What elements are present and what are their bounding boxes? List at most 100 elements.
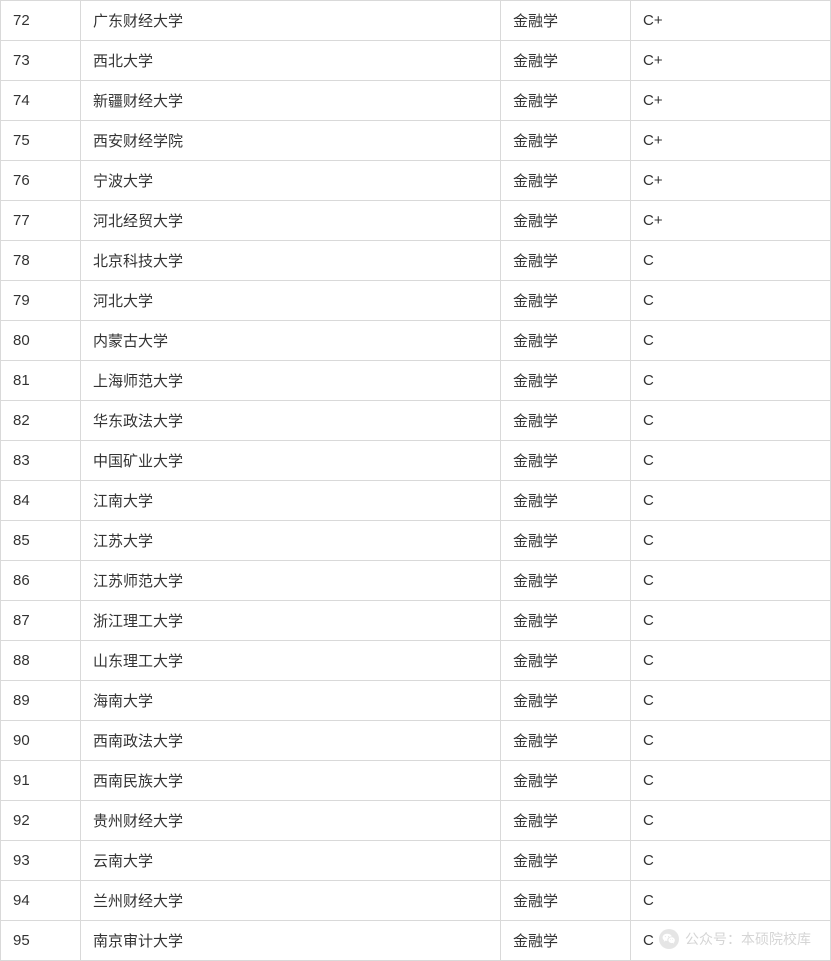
table-row: 80内蒙古大学金融学C	[1, 321, 831, 361]
rank-cell: 86	[1, 561, 81, 601]
table-row: 87浙江理工大学金融学C	[1, 601, 831, 641]
rank-cell: 84	[1, 481, 81, 521]
university-cell: 华东政法大学	[81, 401, 501, 441]
rank-cell: 74	[1, 81, 81, 121]
table-row: 79河北大学金融学C	[1, 281, 831, 321]
major-cell: 金融学	[501, 681, 631, 721]
grade-cell: C	[631, 441, 831, 481]
rank-cell: 91	[1, 761, 81, 801]
grade-cell: C	[631, 321, 831, 361]
watermark: 公众号：本硕院校库	[659, 929, 811, 949]
rank-cell: 93	[1, 841, 81, 881]
table-row: 94兰州财经大学金融学C	[1, 881, 831, 921]
major-cell: 金融学	[501, 201, 631, 241]
table-row: 73西北大学金融学C+	[1, 41, 831, 81]
university-cell: 西南政法大学	[81, 721, 501, 761]
grade-cell: C	[631, 481, 831, 521]
rank-cell: 81	[1, 361, 81, 401]
university-cell: 北京科技大学	[81, 241, 501, 281]
table-row: 84江南大学金融学C	[1, 481, 831, 521]
university-cell: 江南大学	[81, 481, 501, 521]
table-row: 74新疆财经大学金融学C+	[1, 81, 831, 121]
major-cell: 金融学	[501, 81, 631, 121]
table-row: 76宁波大学金融学C+	[1, 161, 831, 201]
grade-cell: C+	[631, 201, 831, 241]
major-cell: 金融学	[501, 401, 631, 441]
university-cell: 中国矿业大学	[81, 441, 501, 481]
table-row: 83中国矿业大学金融学C	[1, 441, 831, 481]
table-row: 77河北经贸大学金融学C+	[1, 201, 831, 241]
table-row: 93云南大学金融学C	[1, 841, 831, 881]
table-row: 91西南民族大学金融学C	[1, 761, 831, 801]
grade-cell: C+	[631, 121, 831, 161]
major-cell: 金融学	[501, 121, 631, 161]
major-cell: 金融学	[501, 841, 631, 881]
university-cell: 河北大学	[81, 281, 501, 321]
rank-cell: 82	[1, 401, 81, 441]
university-cell: 江苏师范大学	[81, 561, 501, 601]
university-cell: 贵州财经大学	[81, 801, 501, 841]
rank-cell: 83	[1, 441, 81, 481]
university-cell: 江苏大学	[81, 521, 501, 561]
grade-cell: C+	[631, 161, 831, 201]
grade-cell: C	[631, 801, 831, 841]
grade-cell: C	[631, 681, 831, 721]
rank-cell: 87	[1, 601, 81, 641]
rank-cell: 80	[1, 321, 81, 361]
university-cell: 新疆财经大学	[81, 81, 501, 121]
major-cell: 金融学	[501, 361, 631, 401]
table-row: 89海南大学金融学C	[1, 681, 831, 721]
grade-cell: C+	[631, 1, 831, 41]
rank-cell: 78	[1, 241, 81, 281]
table-row: 72广东财经大学金融学C+	[1, 1, 831, 41]
university-cell: 上海师范大学	[81, 361, 501, 401]
major-cell: 金融学	[501, 601, 631, 641]
grade-cell: C+	[631, 81, 831, 121]
major-cell: 金融学	[501, 721, 631, 761]
major-cell: 金融学	[501, 41, 631, 81]
table-row: 75西安财经学院金融学C+	[1, 121, 831, 161]
university-cell: 内蒙古大学	[81, 321, 501, 361]
table-row: 92贵州财经大学金融学C	[1, 801, 831, 841]
major-cell: 金融学	[501, 761, 631, 801]
major-cell: 金融学	[501, 321, 631, 361]
rank-cell: 75	[1, 121, 81, 161]
table-row: 81上海师范大学金融学C	[1, 361, 831, 401]
university-cell: 山东理工大学	[81, 641, 501, 681]
university-cell: 浙江理工大学	[81, 601, 501, 641]
rank-cell: 77	[1, 201, 81, 241]
university-cell: 兰州财经大学	[81, 881, 501, 921]
major-cell: 金融学	[501, 641, 631, 681]
grade-cell: C	[631, 881, 831, 921]
rank-cell: 92	[1, 801, 81, 841]
grade-cell: C	[631, 841, 831, 881]
ranking-table: 72广东财经大学金融学C+73西北大学金融学C+74新疆财经大学金融学C+75西…	[0, 0, 831, 961]
rank-cell: 73	[1, 41, 81, 81]
major-cell: 金融学	[501, 521, 631, 561]
university-cell: 海南大学	[81, 681, 501, 721]
university-cell: 西安财经学院	[81, 121, 501, 161]
university-cell: 西南民族大学	[81, 761, 501, 801]
watermark-text: 公众号：本硕院校库	[685, 929, 811, 949]
major-cell: 金融学	[501, 281, 631, 321]
rank-cell: 76	[1, 161, 81, 201]
grade-cell: C	[631, 561, 831, 601]
table-row: 78北京科技大学金融学C	[1, 241, 831, 281]
university-cell: 西北大学	[81, 41, 501, 81]
major-cell: 金融学	[501, 561, 631, 601]
grade-cell: C	[631, 361, 831, 401]
grade-cell: C+	[631, 41, 831, 81]
grade-cell: C	[631, 721, 831, 761]
major-cell: 金融学	[501, 161, 631, 201]
university-cell: 河北经贸大学	[81, 201, 501, 241]
rank-cell: 90	[1, 721, 81, 761]
table-row: 86江苏师范大学金融学C	[1, 561, 831, 601]
rank-cell: 85	[1, 521, 81, 561]
grade-cell: C	[631, 521, 831, 561]
table-body: 72广东财经大学金融学C+73西北大学金融学C+74新疆财经大学金融学C+75西…	[1, 1, 831, 961]
university-cell: 广东财经大学	[81, 1, 501, 41]
rank-cell: 88	[1, 641, 81, 681]
table-row: 82华东政法大学金融学C	[1, 401, 831, 441]
grade-cell: C	[631, 601, 831, 641]
table-row: 88山东理工大学金融学C	[1, 641, 831, 681]
